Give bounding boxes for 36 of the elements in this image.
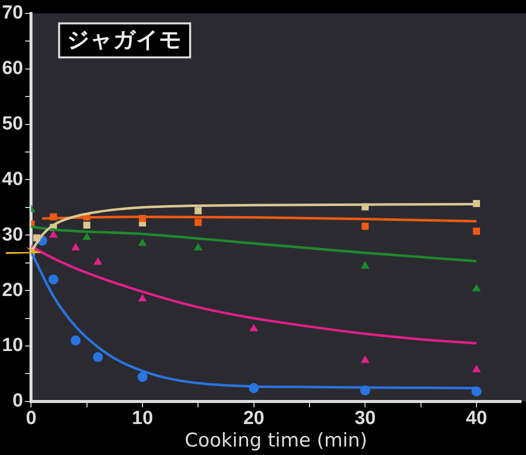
point <box>49 230 58 238</box>
x-tick-label: 20 <box>243 408 264 430</box>
y-tick-label: 70 <box>2 2 24 24</box>
point <box>194 242 202 250</box>
x-tick-label: 0 <box>26 408 36 430</box>
point <box>82 232 92 240</box>
point <box>137 372 148 382</box>
y-tick-label: 0 <box>12 390 24 412</box>
point <box>194 218 202 226</box>
point <box>360 355 370 363</box>
y-tick-label: 50 <box>2 113 24 134</box>
y-tick-label: 60 <box>2 58 24 80</box>
y-tick-label: 10 <box>2 335 24 356</box>
point <box>94 257 102 265</box>
point <box>83 222 90 229</box>
point <box>194 207 202 214</box>
y-tick-label: 30 <box>2 224 24 246</box>
point <box>92 352 103 362</box>
point <box>362 222 369 230</box>
x-tick-label: 40 <box>466 408 488 430</box>
text: ジャガイモ <box>67 28 182 54</box>
x-axis-title: Cooking time (min) <box>184 430 368 452</box>
point <box>472 228 480 235</box>
x-tick-label: 30 <box>354 408 376 430</box>
point <box>249 324 258 332</box>
y-tick-label: 40 <box>2 168 24 190</box>
point <box>138 238 147 246</box>
y-tick-label: 20 <box>2 280 24 301</box>
point <box>70 335 81 346</box>
point <box>472 284 481 292</box>
point <box>71 242 80 250</box>
point <box>138 294 147 302</box>
x-tick-label: 10 <box>132 408 154 430</box>
point <box>472 364 481 372</box>
point <box>48 274 58 284</box>
point <box>360 261 370 269</box>
